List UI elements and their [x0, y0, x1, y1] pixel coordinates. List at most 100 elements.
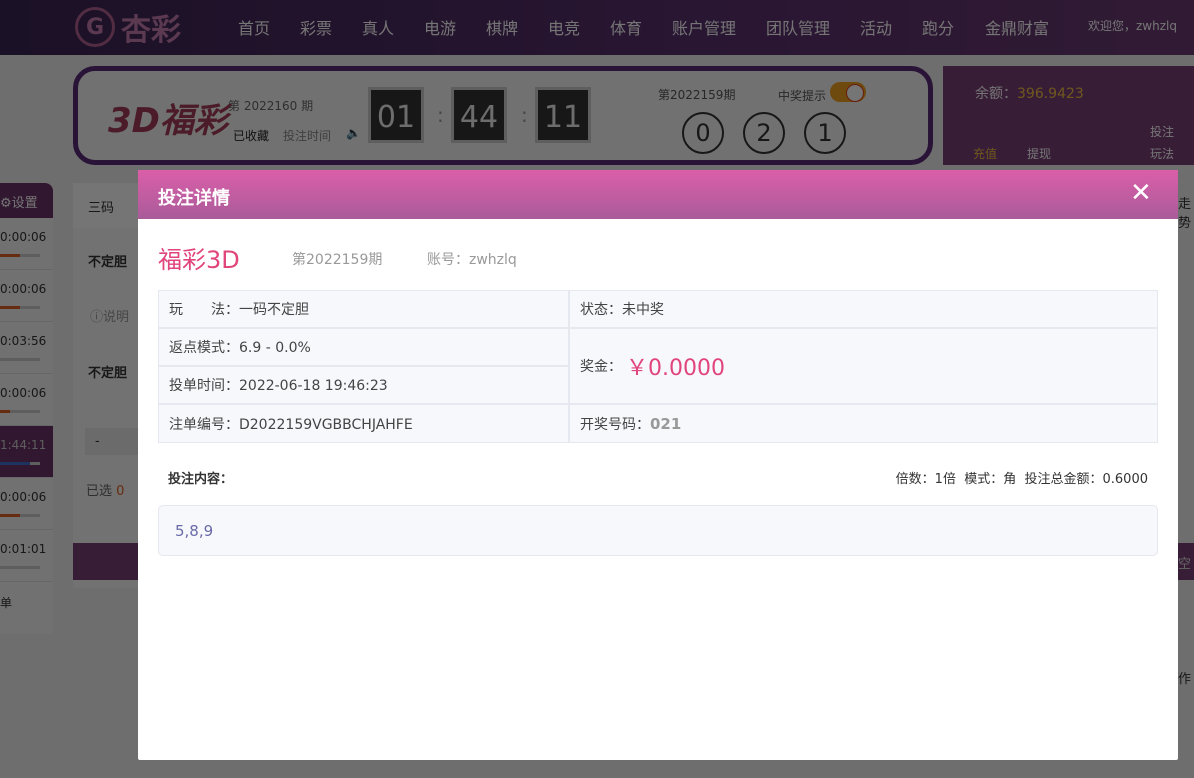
info-icon: ⓘ	[90, 310, 104, 325]
explain-link[interactable]: ⓘ说明	[90, 306, 129, 325]
draw-cell: 开奖号码： 021	[569, 404, 1158, 443]
countdown-minutes: 44	[451, 87, 507, 143]
logo-text: 杏彩	[121, 13, 181, 48]
last-issue: 第2022159期	[658, 88, 736, 102]
bet-time-link[interactable]: 投注时间	[283, 129, 332, 143]
account-panel: 余额：396.9423 充值 提现 投注 玩法	[943, 66, 1194, 165]
multiple-stepper-minus[interactable]: -	[85, 428, 138, 455]
sidebar-lottery-item[interactable]: 0:00:06	[0, 374, 53, 426]
play-label: 不定胆	[88, 255, 128, 270]
purple-bar	[73, 543, 138, 580]
countdown-hours: 01	[368, 87, 424, 143]
sidebar-lottery-item[interactable]: 0:00:06	[0, 218, 53, 270]
colon: :	[437, 103, 444, 127]
order-time-cell: 投单时间：2022-06-18 19:46:23	[158, 366, 569, 404]
nav-slots[interactable]: 电游	[424, 19, 457, 38]
win-alert-toggle[interactable]	[830, 82, 866, 102]
modal-header: 投注详情 ✕	[138, 170, 1178, 219]
logo-emblem-icon: G	[75, 7, 115, 47]
balance-value: 396.9423	[1017, 86, 1084, 102]
action-header: 作	[1178, 672, 1192, 687]
settings-button[interactable]: ⚙设置	[0, 183, 53, 218]
account-name: 账号：zwhzlq	[427, 252, 517, 268]
nav-events[interactable]: 活动	[860, 19, 893, 38]
site-logo[interactable]: G 杏彩	[75, 6, 205, 48]
bet-detail-modal: 投注详情 ✕ 福彩3D 第2022159期 账号：zwhzlq 玩 法：一码不定…	[138, 170, 1178, 760]
order-label: 单	[0, 596, 13, 610]
content-label: 投注内容：	[168, 472, 234, 487]
lottery-header: 3D福彩 第 2022160 期 已收藏 投注时间 🔈 01 : 44 : 11…	[73, 66, 933, 165]
play-cell: 玩 法：一码不定胆	[158, 290, 569, 328]
timer: 1:44:11	[0, 438, 47, 452]
nav-paofen[interactable]: 跑分	[922, 19, 955, 38]
prize-label: 奖金：	[580, 359, 622, 375]
modal-title: 投注详情	[158, 188, 230, 209]
trend-link[interactable]: 走势	[1178, 197, 1192, 231]
tab-three-code[interactable]: 三码	[73, 183, 138, 228]
mode: 模式：角	[964, 472, 1017, 487]
selected-count: 已选 0	[86, 480, 124, 499]
selected-label: 已选	[86, 484, 113, 499]
nav-lottery[interactable]: 彩票	[300, 19, 333, 38]
result-ball: 2	[743, 112, 785, 154]
balance-label: 余额：	[975, 86, 1017, 102]
timer: 0:00:06	[0, 490, 47, 504]
lottery-name: 福彩3D	[158, 246, 240, 274]
bet-summary: 倍数：1倍 模式：角 投注总金额：0.6000	[896, 468, 1148, 487]
clear-button[interactable]: 空	[1178, 543, 1194, 580]
timer: 0:00:06	[0, 282, 47, 296]
colon: :	[521, 103, 528, 127]
bet-content: 5,8,9	[158, 505, 1158, 556]
lottery-logo: 3D福彩	[108, 101, 228, 141]
explain-label: 说明	[103, 310, 130, 325]
countdown-seconds: 11	[535, 87, 591, 143]
recharge-button[interactable]: 充值	[973, 147, 998, 161]
play-label: 不定胆	[88, 366, 128, 381]
favorite-button[interactable]: 已收藏	[233, 129, 270, 143]
speaker-icon[interactable]: 🔈	[346, 126, 361, 140]
sidebar-lottery-item[interactable]: 0:01:01	[0, 530, 53, 582]
current-issue: 第 2022160 期	[228, 99, 314, 113]
rules-link[interactable]: 玩法	[1150, 147, 1175, 161]
sidebar-order-item[interactable]: 单	[0, 582, 53, 634]
nav-sports[interactable]: 体育	[610, 19, 643, 38]
result-ball: 1	[804, 112, 846, 154]
sidebar-lottery-item[interactable]: 0:03:56	[0, 322, 53, 374]
nav-live[interactable]: 真人	[362, 19, 395, 38]
settings-label: 设置	[11, 196, 38, 211]
multiple: 倍数：1倍	[895, 472, 956, 487]
rebate-cell: 返点模式：6.9 - 0.0%	[158, 328, 569, 366]
nav-cards[interactable]: 棋牌	[486, 19, 519, 38]
draw-value: 021	[650, 414, 682, 433]
win-alert-label: 中奖提示	[778, 89, 827, 103]
sidebar-lottery-item-active[interactable]: 1:44:11	[0, 426, 53, 478]
prize-cell: 奖金： ￥0.0000	[569, 328, 1158, 404]
timer: 0:00:06	[0, 230, 47, 244]
nav-home[interactable]: 首页	[238, 19, 271, 38]
timer: 0:01:01	[0, 542, 47, 556]
nav-esports[interactable]: 电竞	[548, 19, 581, 38]
nav-wealth[interactable]: 金鼎财富	[985, 19, 1050, 38]
status-cell: 状态：未中奖	[569, 290, 1158, 328]
result-ball: 0	[682, 112, 724, 154]
top-nav: G 杏彩 首页 彩票 真人 电游 棋牌 电竞 体育 账户管理 团队管理 活动 跑分…	[0, 0, 1194, 55]
balance: 余额：396.9423	[975, 83, 1084, 103]
welcome-text: 欢迎您，zwhzlq	[1088, 19, 1177, 33]
timer: 0:03:56	[0, 334, 47, 348]
withdraw-button[interactable]: 提现	[1027, 147, 1052, 161]
issue-number: 第2022159期	[292, 252, 383, 268]
prize-value: ￥0.0000	[626, 356, 725, 381]
nav-account[interactable]: 账户管理	[672, 19, 737, 38]
nav-team[interactable]: 团队管理	[766, 19, 831, 38]
close-icon[interactable]: ✕	[1130, 178, 1152, 208]
draw-label: 开奖号码：	[580, 416, 650, 433]
bet-record-link[interactable]: 投注	[1150, 125, 1175, 139]
gear-icon: ⚙	[0, 196, 12, 211]
order-no-cell: 注单编号：D2022159VGBBCHJAHFE	[158, 404, 569, 443]
sidebar-lottery-item[interactable]: 0:00:06	[0, 478, 53, 530]
selected-value: 0	[116, 484, 125, 499]
total-amount: 投注总金额：0.6000	[1024, 472, 1149, 487]
sidebar-lottery-item[interactable]: 0:00:06	[0, 270, 53, 322]
timer: 0:00:06	[0, 386, 47, 400]
bet-panel	[73, 228, 138, 588]
